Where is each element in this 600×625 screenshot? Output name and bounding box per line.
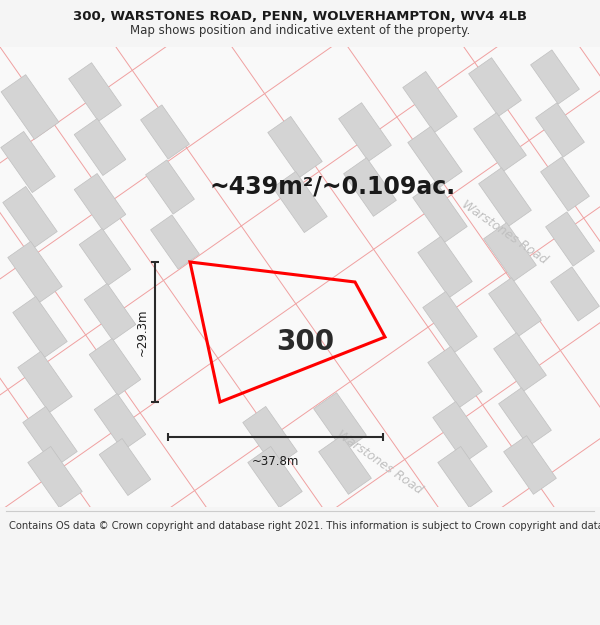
Polygon shape	[74, 174, 126, 231]
Polygon shape	[68, 62, 121, 121]
Polygon shape	[469, 58, 521, 116]
Text: 300: 300	[276, 328, 334, 356]
Polygon shape	[418, 236, 472, 298]
Polygon shape	[248, 446, 302, 508]
Polygon shape	[1, 74, 59, 139]
Polygon shape	[338, 102, 391, 161]
Polygon shape	[89, 339, 141, 396]
Polygon shape	[18, 351, 72, 413]
Polygon shape	[84, 284, 136, 341]
Text: Contains OS data © Crown copyright and database right 2021. This information is : Contains OS data © Crown copyright and d…	[9, 521, 600, 531]
Polygon shape	[438, 446, 492, 508]
Polygon shape	[413, 181, 467, 243]
Polygon shape	[503, 436, 556, 494]
Polygon shape	[423, 291, 477, 352]
Polygon shape	[268, 116, 322, 178]
Text: ~37.8m: ~37.8m	[252, 455, 299, 468]
Polygon shape	[1, 131, 55, 192]
Polygon shape	[484, 222, 536, 281]
Text: Warstones Road: Warstones Road	[335, 428, 425, 496]
Polygon shape	[488, 278, 541, 336]
Text: ~29.3m: ~29.3m	[136, 308, 149, 356]
Text: ~439m²/~0.109ac.: ~439m²/~0.109ac.	[210, 175, 456, 199]
Polygon shape	[151, 215, 199, 269]
Polygon shape	[99, 439, 151, 496]
Polygon shape	[319, 436, 371, 494]
Polygon shape	[403, 71, 457, 132]
Polygon shape	[433, 401, 487, 462]
Polygon shape	[314, 392, 367, 451]
Polygon shape	[146, 160, 194, 214]
Polygon shape	[536, 103, 584, 157]
Polygon shape	[13, 296, 67, 358]
Polygon shape	[530, 50, 580, 104]
Polygon shape	[28, 446, 82, 508]
Polygon shape	[545, 212, 595, 266]
Polygon shape	[79, 229, 131, 286]
Polygon shape	[494, 332, 547, 391]
Polygon shape	[140, 105, 190, 159]
Polygon shape	[3, 186, 57, 248]
Polygon shape	[499, 388, 551, 446]
Polygon shape	[243, 406, 297, 468]
Text: Warstones Road: Warstones Road	[460, 198, 550, 266]
Polygon shape	[8, 241, 62, 302]
Polygon shape	[94, 394, 146, 451]
Polygon shape	[473, 112, 526, 171]
Text: 300, WARSTONES ROAD, PENN, WOLVERHAMPTON, WV4 4LB: 300, WARSTONES ROAD, PENN, WOLVERHAMPTON…	[73, 11, 527, 23]
Polygon shape	[23, 406, 77, 468]
Polygon shape	[551, 267, 599, 321]
Polygon shape	[273, 171, 327, 232]
Polygon shape	[408, 126, 462, 188]
Text: Map shows position and indicative extent of the property.: Map shows position and indicative extent…	[130, 24, 470, 37]
Polygon shape	[344, 158, 397, 216]
Polygon shape	[428, 346, 482, 408]
Polygon shape	[541, 157, 589, 211]
Polygon shape	[479, 168, 532, 226]
Polygon shape	[74, 119, 126, 176]
